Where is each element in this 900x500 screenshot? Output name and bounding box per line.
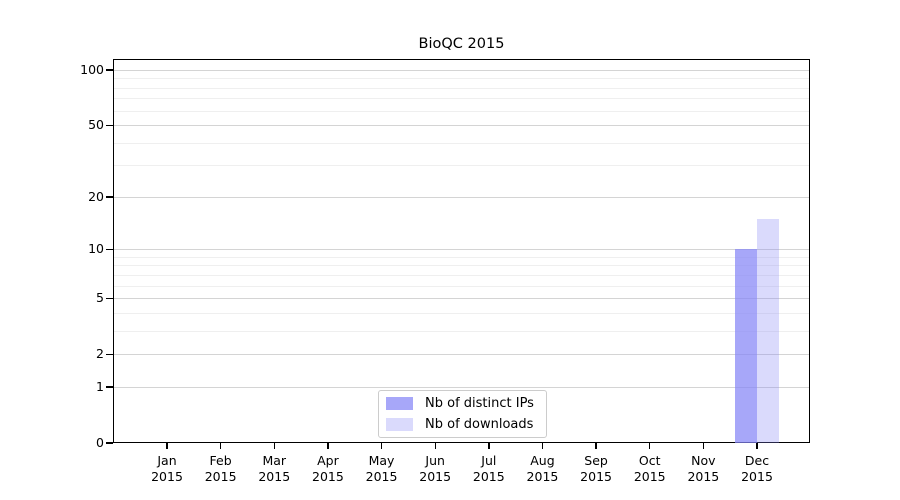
- gridline-minor: [114, 285, 809, 287]
- gridline-minor: [114, 330, 809, 332]
- y-tick-label: 50: [88, 117, 104, 133]
- x-tick-label: Aug 2015: [526, 453, 559, 484]
- x-tick-mark: [220, 443, 222, 449]
- x-tick-mark: [434, 443, 436, 449]
- x-tick-mark: [327, 443, 329, 449]
- bar-dec-distinct-ips: [735, 249, 757, 443]
- gridline-minor: [114, 265, 809, 267]
- chart-title: BioQC 2015: [418, 36, 505, 52]
- gridline-major: [114, 354, 809, 356]
- x-tick-label: May 2015: [365, 453, 398, 484]
- x-tick-label: Jul 2015: [472, 453, 505, 484]
- y-tick-label: 10: [88, 241, 104, 257]
- gridline-major: [114, 125, 809, 127]
- x-tick-label: Jun 2015: [419, 453, 452, 484]
- plot-area: [113, 59, 810, 443]
- y-tick-mark: [106, 442, 113, 444]
- x-tick-label: Mar 2015: [258, 453, 291, 484]
- y-tick-label: 2: [96, 346, 104, 362]
- x-tick-mark: [380, 443, 383, 449]
- y-tick-mark: [106, 124, 113, 126]
- legend-swatch-distinct-ips-icon: [386, 397, 413, 410]
- gridline-minor: [114, 87, 809, 89]
- x-tick-mark: [488, 443, 490, 449]
- x-tick-mark: [595, 443, 597, 449]
- y-tick-mark: [106, 196, 113, 198]
- x-tick-mark: [273, 443, 275, 449]
- y-tick-mark: [106, 353, 113, 355]
- y-tick-label: 100: [80, 62, 104, 77]
- gridline-minor: [114, 110, 809, 112]
- y-tick-label: 1: [96, 378, 104, 394]
- x-tick-label: Dec 2015: [741, 453, 773, 484]
- y-tick-mark: [106, 386, 113, 388]
- gridline-major: [114, 298, 809, 300]
- x-tick-label: Nov 2015: [687, 453, 720, 484]
- x-tick-label: Feb 2015: [204, 453, 237, 484]
- gridline-minor: [114, 274, 809, 276]
- x-tick-mark: [649, 443, 651, 449]
- legend-item-distinct-ips: Nb of distinct IPs: [386, 395, 538, 412]
- gridline-major: [114, 70, 809, 71]
- gridline-major: [114, 196, 809, 198]
- x-tick-label: Sep 2015: [580, 453, 612, 484]
- x-tick-label: Oct 2015: [633, 453, 666, 484]
- gridline-minor: [114, 165, 809, 167]
- gridline-minor: [114, 312, 809, 314]
- legend-item-downloads: Nb of downloads: [386, 416, 538, 433]
- legend-swatch-downloads-icon: [386, 418, 413, 431]
- legend-label-distinct-ips: Nb of distinct IPs: [425, 396, 534, 411]
- y-tick-label: 0: [96, 435, 104, 450]
- gridline-minor: [114, 78, 809, 80]
- legend: Nb of distinct IPs Nb of downloads: [378, 390, 547, 438]
- gridline-major: [114, 386, 809, 388]
- x-tick-mark: [756, 443, 758, 449]
- bar-dec-downloads: [757, 218, 779, 443]
- x-tick-label: Apr 2015: [312, 453, 344, 484]
- x-tick-label: Jan 2015: [151, 453, 183, 484]
- legend-label-downloads: Nb of downloads: [425, 417, 534, 432]
- x-tick-mark: [166, 443, 168, 449]
- gridline-minor: [114, 98, 809, 100]
- x-tick-mark: [702, 443, 705, 449]
- gridline-minor: [114, 142, 809, 144]
- y-tick-label: 20: [88, 188, 104, 204]
- gridline-major: [114, 249, 809, 251]
- gridline-minor: [114, 256, 809, 258]
- y-tick-mark: [106, 297, 113, 299]
- x-tick-mark: [541, 443, 544, 449]
- y-tick-mark: [106, 69, 113, 71]
- y-tick-label: 5: [96, 290, 104, 306]
- y-tick-mark: [106, 248, 113, 250]
